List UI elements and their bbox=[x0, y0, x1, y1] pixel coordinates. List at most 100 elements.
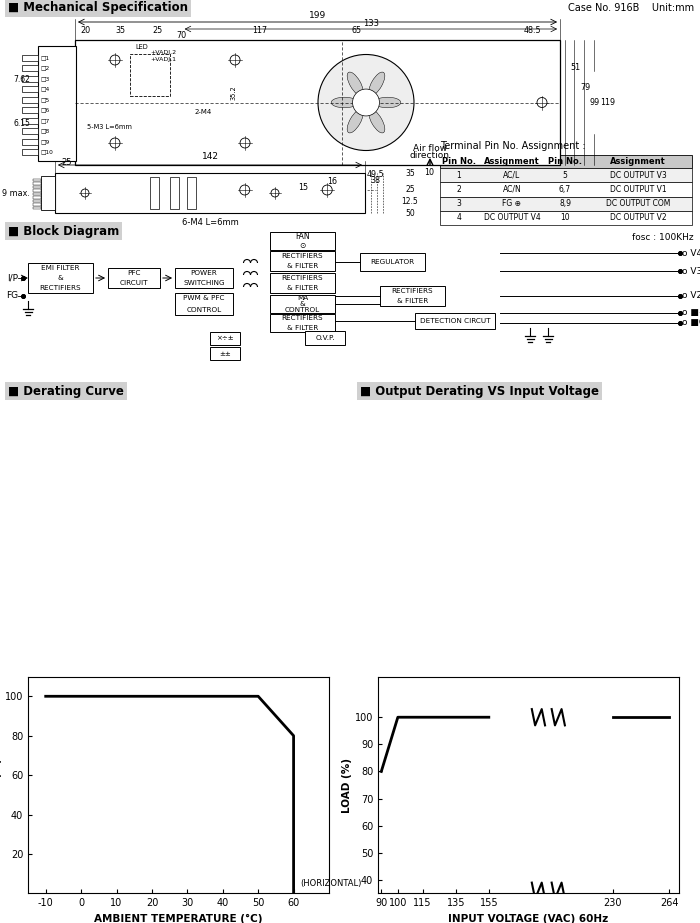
Text: POWER: POWER bbox=[190, 270, 218, 276]
Text: EMI FILTER: EMI FILTER bbox=[41, 265, 80, 271]
Text: Assignment: Assignment bbox=[610, 157, 666, 166]
Text: 7.62: 7.62 bbox=[13, 76, 30, 85]
Ellipse shape bbox=[331, 97, 358, 108]
Text: □5: □5 bbox=[40, 97, 49, 102]
Text: 51: 51 bbox=[570, 63, 580, 72]
Bar bbox=[440, 168, 692, 182]
Text: fosc : 100KHz: fosc : 100KHz bbox=[632, 234, 694, 243]
Text: AC/N: AC/N bbox=[503, 185, 522, 194]
Text: 9 max.: 9 max. bbox=[2, 188, 30, 198]
Text: I/P: I/P bbox=[7, 273, 18, 282]
Bar bbox=[38, 46, 76, 161]
Text: CIRCUIT: CIRCUIT bbox=[120, 280, 148, 286]
Text: FG ⊕: FG ⊕ bbox=[503, 199, 522, 208]
Text: 5: 5 bbox=[563, 171, 568, 180]
Text: 10: 10 bbox=[424, 168, 434, 177]
Bar bbox=[41, 176, 55, 210]
Text: 6,7: 6,7 bbox=[559, 185, 571, 194]
Text: □7: □7 bbox=[40, 118, 49, 123]
Text: SWITCHING: SWITCHING bbox=[183, 280, 225, 286]
Text: 6.15: 6.15 bbox=[13, 119, 30, 128]
Text: & FILTER: & FILTER bbox=[287, 285, 318, 291]
Text: &: & bbox=[57, 275, 64, 281]
Bar bbox=[270, 314, 335, 332]
Text: 35.2: 35.2 bbox=[230, 86, 236, 101]
Bar bbox=[33, 203, 41, 206]
Text: 119: 119 bbox=[600, 98, 615, 107]
Bar bbox=[22, 65, 38, 71]
Bar bbox=[22, 149, 38, 155]
Bar bbox=[270, 295, 335, 313]
Text: CONTROL: CONTROL bbox=[285, 307, 320, 313]
Circle shape bbox=[318, 54, 414, 150]
Text: 5-M3 L=6mm: 5-M3 L=6mm bbox=[87, 124, 132, 130]
Circle shape bbox=[110, 55, 120, 65]
Bar bbox=[22, 138, 38, 145]
Circle shape bbox=[353, 89, 379, 116]
Bar bbox=[33, 186, 41, 188]
Y-axis label: LOAD (%): LOAD (%) bbox=[342, 758, 352, 812]
Bar bbox=[360, 253, 425, 271]
Text: LED: LED bbox=[135, 44, 148, 50]
Bar bbox=[33, 193, 41, 195]
Text: RECTIFIERS: RECTIFIERS bbox=[281, 275, 323, 281]
Bar bbox=[270, 273, 335, 293]
Text: 4: 4 bbox=[456, 213, 461, 222]
Text: RECTIFIERS: RECTIFIERS bbox=[392, 288, 433, 294]
Bar bbox=[22, 54, 38, 61]
Text: RECTIFIERS: RECTIFIERS bbox=[40, 285, 81, 291]
Circle shape bbox=[271, 189, 279, 197]
Ellipse shape bbox=[347, 110, 363, 133]
Text: ±±: ±± bbox=[219, 351, 231, 356]
Bar bbox=[22, 128, 38, 134]
Bar bbox=[22, 86, 38, 92]
Text: ■ Output Derating VS Input Voltage: ■ Output Derating VS Input Voltage bbox=[360, 385, 599, 398]
Text: 2: 2 bbox=[456, 185, 461, 194]
Bar bbox=[22, 76, 38, 81]
Text: Terminal Pin No. Assignment :: Terminal Pin No. Assignment : bbox=[440, 141, 586, 151]
Text: 142: 142 bbox=[202, 152, 218, 161]
Text: 48.5: 48.5 bbox=[523, 26, 541, 35]
Text: o V3: o V3 bbox=[682, 267, 700, 275]
Text: 6-M4 L=6mm: 6-M4 L=6mm bbox=[181, 218, 239, 227]
X-axis label: AMBIENT TEMPERATURE (°C): AMBIENT TEMPERATURE (°C) bbox=[94, 914, 262, 923]
Bar bbox=[170, 177, 179, 209]
Text: +VADJ.1: +VADJ.1 bbox=[150, 57, 176, 62]
Circle shape bbox=[537, 98, 547, 107]
Bar bbox=[33, 189, 41, 191]
Ellipse shape bbox=[374, 97, 401, 108]
Bar bbox=[75, 40, 560, 165]
Bar bbox=[108, 268, 160, 288]
Text: DC OUTPUT V4: DC OUTPUT V4 bbox=[484, 213, 540, 222]
Y-axis label: LOAD (%): LOAD (%) bbox=[0, 758, 2, 812]
Text: Air flow: Air flow bbox=[413, 144, 447, 153]
Text: 25: 25 bbox=[405, 185, 415, 194]
Bar bbox=[175, 268, 233, 288]
Text: ■ Derating Curve: ■ Derating Curve bbox=[8, 385, 124, 398]
Text: □3: □3 bbox=[40, 76, 49, 81]
Text: RECTIFIERS: RECTIFIERS bbox=[281, 253, 323, 259]
Text: DC OUTPUT V3: DC OUTPUT V3 bbox=[610, 171, 666, 180]
Text: DC OUTPUT COM: DC OUTPUT COM bbox=[606, 199, 670, 208]
Text: o V4: o V4 bbox=[682, 248, 700, 258]
Bar bbox=[130, 54, 170, 96]
Text: 1: 1 bbox=[456, 171, 461, 180]
Bar bbox=[22, 117, 38, 124]
Text: 35: 35 bbox=[115, 26, 125, 35]
Circle shape bbox=[110, 138, 120, 148]
Text: 65: 65 bbox=[351, 26, 361, 35]
Text: □1: □1 bbox=[40, 55, 49, 60]
Text: Pin No.: Pin No. bbox=[548, 157, 582, 166]
Text: AC/L: AC/L bbox=[503, 171, 521, 180]
Bar bbox=[33, 196, 41, 198]
Text: MA: MA bbox=[297, 295, 308, 301]
Text: & FILTER: & FILTER bbox=[287, 325, 318, 330]
Bar bbox=[210, 347, 240, 360]
Bar bbox=[440, 182, 692, 197]
Text: PFC: PFC bbox=[127, 270, 141, 276]
Text: 50: 50 bbox=[405, 209, 415, 218]
Text: 35: 35 bbox=[405, 169, 415, 177]
Text: 2-M4: 2-M4 bbox=[195, 110, 212, 115]
Text: O.V.P.: O.V.P. bbox=[315, 335, 335, 341]
Text: CONTROL: CONTROL bbox=[186, 306, 222, 313]
